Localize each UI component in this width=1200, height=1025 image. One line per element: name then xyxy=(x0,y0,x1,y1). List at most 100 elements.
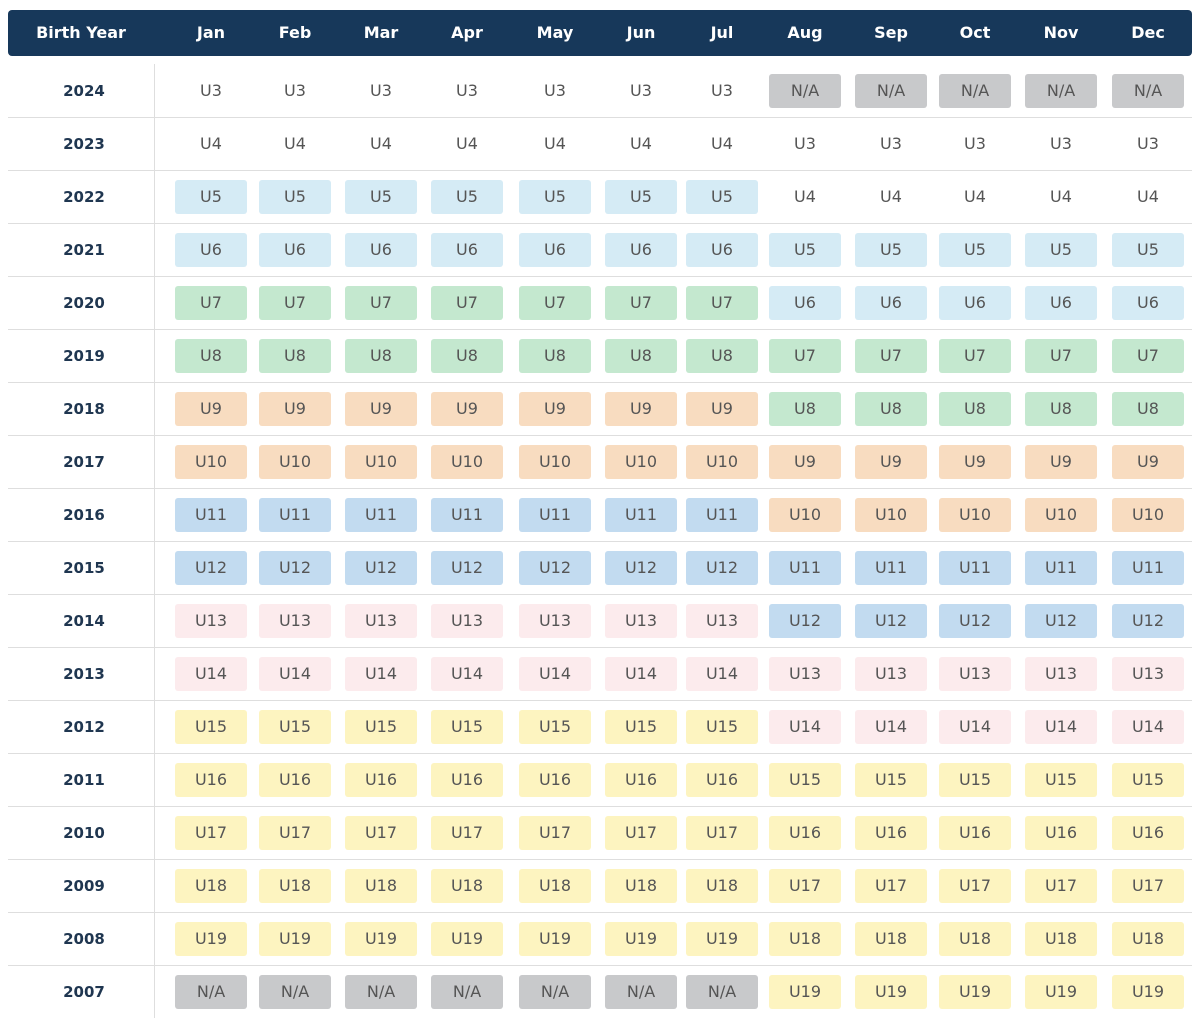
age-group-cell: U7 xyxy=(345,285,417,320)
age-group-cell: U6 xyxy=(605,232,677,267)
age-group-cell: U19 xyxy=(345,921,417,956)
age-group-cell: U11 xyxy=(1025,550,1097,585)
age-group-cell: U18 xyxy=(1112,921,1184,956)
age-group-cell: U16 xyxy=(605,762,677,797)
age-group-cell: U5 xyxy=(519,179,591,214)
age-group-cell: U6 xyxy=(855,285,927,320)
age-group-cell: N/A xyxy=(769,73,841,108)
birth-year: 2019 xyxy=(63,346,105,365)
age-group-cell: U9 xyxy=(519,391,591,426)
age-group-cell: N/A xyxy=(855,73,927,108)
age-group-cell: U8 xyxy=(431,338,503,373)
age-group-cell: U7 xyxy=(939,338,1011,373)
column-header: Apr xyxy=(451,23,483,42)
age-group-cell: U11 xyxy=(519,497,591,532)
age-group-cell: N/A xyxy=(686,974,758,1009)
row-divider xyxy=(8,541,1192,542)
age-group-cell: U5 xyxy=(1025,232,1097,267)
age-group-cell: U14 xyxy=(519,656,591,691)
birth-year: 2023 xyxy=(63,134,105,153)
age-group-cell: U5 xyxy=(1112,232,1184,267)
age-group-cell: U8 xyxy=(345,338,417,373)
column-header: Birth Year xyxy=(36,23,126,42)
age-group-cell: U13 xyxy=(345,603,417,638)
age-group-cell: U9 xyxy=(855,444,927,479)
age-group-cell: U9 xyxy=(1025,444,1097,479)
age-group-cell: N/A xyxy=(345,974,417,1009)
age-group-cell: U3 xyxy=(200,80,222,100)
age-group-cell: U17 xyxy=(1025,868,1097,903)
age-group-cell: U15 xyxy=(1025,762,1097,797)
age-group-cell: U15 xyxy=(855,762,927,797)
age-group-cell: U17 xyxy=(686,815,758,850)
age-group-cell: U14 xyxy=(1112,709,1184,744)
age-group-cell: U17 xyxy=(769,868,841,903)
age-group-cell: U10 xyxy=(605,444,677,479)
row-divider xyxy=(8,382,1192,383)
age-group-cell: U10 xyxy=(175,444,247,479)
age-group-cell: U19 xyxy=(855,974,927,1009)
age-group-cell: U16 xyxy=(769,815,841,850)
birth-year: 2013 xyxy=(63,664,105,683)
age-group-cell: U15 xyxy=(939,762,1011,797)
row-divider xyxy=(8,806,1192,807)
age-group-cell: U16 xyxy=(259,762,331,797)
age-group-cell: U4 xyxy=(1137,186,1159,206)
birth-year: 2010 xyxy=(63,823,105,842)
age-group-cell: U12 xyxy=(686,550,758,585)
row-divider xyxy=(8,435,1192,436)
age-group-cell: U14 xyxy=(605,656,677,691)
column-header: Jun xyxy=(626,23,656,42)
age-group-cell: U16 xyxy=(431,762,503,797)
age-group-cell: U19 xyxy=(431,921,503,956)
age-group-cell: N/A xyxy=(175,974,247,1009)
column-header: Mar xyxy=(363,23,399,42)
age-group-cell: U4 xyxy=(964,186,986,206)
age-group-cell: U18 xyxy=(855,921,927,956)
age-group-cell: U4 xyxy=(284,133,306,153)
age-group-cell: U14 xyxy=(1025,709,1097,744)
age-group-cell: U13 xyxy=(1112,656,1184,691)
age-group-cell: U17 xyxy=(605,815,677,850)
age-group-cell: U19 xyxy=(1025,974,1097,1009)
age-group-cell: U18 xyxy=(175,868,247,903)
age-group-cell: U11 xyxy=(1112,550,1184,585)
age-group-cell: U15 xyxy=(345,709,417,744)
age-group-cell: U14 xyxy=(345,656,417,691)
age-group-cell: U19 xyxy=(519,921,591,956)
age-group-cell: U8 xyxy=(175,338,247,373)
age-group-cell: U17 xyxy=(855,868,927,903)
birth-year: 2018 xyxy=(63,399,105,418)
age-group-cell: N/A xyxy=(939,73,1011,108)
age-group-cell: U18 xyxy=(345,868,417,903)
age-group-cell: U3 xyxy=(456,80,478,100)
age-group-cell: U13 xyxy=(605,603,677,638)
age-group-cell: U13 xyxy=(855,656,927,691)
age-group-cell: U18 xyxy=(1025,921,1097,956)
age-group-cell: U12 xyxy=(1025,603,1097,638)
age-group-cell: U6 xyxy=(939,285,1011,320)
age-group-cell: U16 xyxy=(939,815,1011,850)
age-group-cell: U14 xyxy=(431,656,503,691)
age-group-cell: U18 xyxy=(769,921,841,956)
age-group-cell: U12 xyxy=(769,603,841,638)
row-divider xyxy=(8,117,1192,118)
row-divider xyxy=(8,594,1192,595)
age-group-cell: U10 xyxy=(1025,497,1097,532)
age-group-cell: U19 xyxy=(605,921,677,956)
age-group-cell: U8 xyxy=(519,338,591,373)
birth-year: 2009 xyxy=(63,876,105,895)
age-group-cell: U11 xyxy=(939,550,1011,585)
age-group-cell: U18 xyxy=(519,868,591,903)
age-group-cell: U4 xyxy=(711,133,733,153)
age-group-cell: U9 xyxy=(605,391,677,426)
age-group-cell: U15 xyxy=(175,709,247,744)
age-group-cell: U8 xyxy=(855,391,927,426)
age-group-cell: U5 xyxy=(345,179,417,214)
age-group-cell: U4 xyxy=(794,186,816,206)
row-divider xyxy=(8,965,1192,966)
age-group-cell: U7 xyxy=(1112,338,1184,373)
age-group-cell: U4 xyxy=(630,133,652,153)
age-group-cell: U12 xyxy=(519,550,591,585)
age-group-cell: U7 xyxy=(431,285,503,320)
